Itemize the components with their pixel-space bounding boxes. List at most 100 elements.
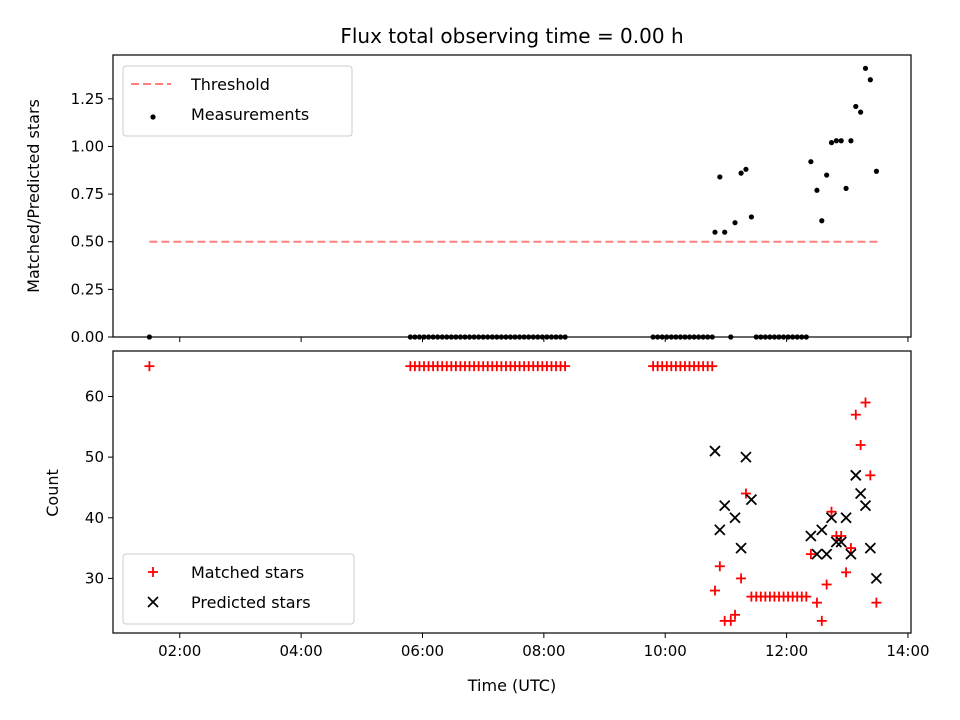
- predicted-stars-point: [845, 548, 857, 560]
- matched-stars-point: [714, 561, 725, 572]
- bottom-y-tick-label: 40: [85, 509, 104, 527]
- bottom-x-tick-label: 02:00: [158, 642, 201, 660]
- matched-stars-point: [816, 615, 827, 626]
- measurement-point: [146, 334, 153, 340]
- measurement-point: [700, 334, 706, 340]
- measurement-point: [516, 334, 523, 340]
- measurement-point: [521, 334, 527, 340]
- bottom-legend: Matched stars Predicted stars: [122, 553, 355, 625]
- measurement-point: [466, 334, 473, 340]
- measurement-point: [668, 334, 674, 340]
- bottom-y-tick-label: 60: [85, 387, 104, 405]
- bottom-legend-box: [122, 553, 355, 625]
- top-legend-box: [122, 65, 353, 137]
- matched-stars-point: [860, 397, 871, 408]
- measurement-point: [858, 109, 864, 115]
- measurement-point: [507, 334, 514, 340]
- measurement-point: [790, 334, 796, 340]
- measurement-point: [867, 77, 873, 83]
- bottom-x-tick-label: 10:00: [644, 642, 687, 660]
- measurement-point: [848, 138, 854, 144]
- matched-stars-point: [855, 440, 866, 450]
- measurement-point: [862, 65, 869, 71]
- measurement-point: [799, 334, 805, 340]
- measurement-point: [780, 334, 787, 340]
- measurement-point: [828, 140, 835, 146]
- bottom-y-tick-label: 30: [85, 569, 104, 587]
- x-axis-label: Time (UTC): [467, 676, 556, 695]
- matched-stars-point: [865, 470, 876, 481]
- predicted-stars-point: [854, 487, 867, 500]
- measurement-point: [498, 334, 504, 340]
- bottom-legend-label: Matched stars: [191, 563, 304, 582]
- bottom-legend-label: Predicted stars: [191, 593, 311, 612]
- measurement-point: [412, 334, 418, 340]
- measurement-point: [785, 334, 791, 340]
- predicted-stars-point: [864, 542, 876, 554]
- measurement-point: [453, 334, 459, 340]
- matched-stars-point: [707, 361, 718, 372]
- legend-measurements-swatch: [150, 114, 156, 120]
- matched-stars-point: [821, 579, 832, 590]
- matched-stars-point: [144, 361, 155, 372]
- measurement-point: [664, 334, 670, 340]
- measurement-point: [503, 334, 509, 340]
- matched-stars-point: [801, 591, 812, 602]
- top-legend: Threshold Measurements: [122, 65, 353, 137]
- bottom-y-axis-label: Count: [43, 469, 62, 517]
- predicted-stars-point: [745, 493, 758, 506]
- top-plot-area: 0.00 0.25 0.50 0.75 1.00 1.25 Threshold Measure…: [71, 54, 912, 346]
- predicted-stars-point: [830, 536, 842, 548]
- measurement-point: [705, 334, 711, 340]
- measurement-point: [448, 334, 454, 340]
- measurement-point: [762, 334, 768, 340]
- predicted-stars-point: [714, 524, 726, 536]
- predicted-stars-point: [811, 548, 823, 560]
- measurement-point: [771, 334, 778, 340]
- bottom-x-tick-label: 04:00: [280, 642, 323, 660]
- measurement-point: [833, 138, 839, 144]
- measurement-point: [435, 334, 441, 340]
- measurement-point: [485, 334, 491, 340]
- top-y-tick-label: 1.25: [71, 90, 104, 108]
- top-legend-label: Threshold: [190, 75, 270, 94]
- predicted-stars-point: [850, 469, 862, 481]
- matched-stars-point: [836, 530, 847, 541]
- top-y-tick-label: 0.00: [71, 328, 104, 346]
- measurement-point: [853, 103, 859, 110]
- measurement-point: [553, 334, 559, 340]
- matched-stars-point: [826, 506, 837, 517]
- top-y-tick-label: 0.50: [71, 233, 104, 251]
- measurement-point: [439, 334, 445, 340]
- measurement-point: [743, 166, 749, 172]
- measurement-point: [803, 334, 809, 340]
- matched-stars-point: [740, 488, 751, 499]
- measurement-point: [562, 334, 568, 340]
- measurement-point: [457, 334, 464, 340]
- predicted-stars-point: [825, 512, 838, 524]
- matched-stars-point: [709, 585, 720, 596]
- measurement-point: [471, 334, 477, 340]
- matched-stars-point: [560, 361, 571, 372]
- matched-stars-point: [811, 597, 822, 608]
- measurement-point: [489, 334, 495, 340]
- measurement-point: [819, 218, 825, 224]
- measurement-point: [530, 334, 536, 340]
- measurement-point: [480, 334, 486, 340]
- predicted-stars-point: [735, 542, 747, 554]
- measurement-point: [808, 159, 814, 165]
- bottom-axes-frame: [112, 350, 912, 634]
- matched-stars-point: [850, 409, 861, 420]
- matched-stars-point: [871, 597, 882, 608]
- predicted-stars-point: [729, 512, 741, 524]
- measurement-point: [843, 185, 849, 191]
- bottom-y-tick-label: 50: [85, 448, 104, 466]
- measurement-point: [526, 334, 532, 340]
- measurement-point: [728, 334, 734, 340]
- measurement-point: [512, 334, 518, 340]
- matched-stars-point: [725, 615, 736, 626]
- measurement-point: [494, 334, 500, 340]
- measurement-point: [650, 334, 656, 340]
- chart-title: Flux total observing time = 0.00 h: [340, 24, 683, 48]
